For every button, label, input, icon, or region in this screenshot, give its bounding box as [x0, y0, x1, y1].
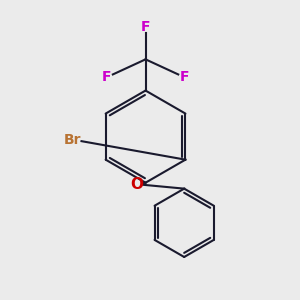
- Text: F: F: [179, 70, 189, 84]
- Text: Br: Br: [64, 133, 82, 147]
- Text: F: F: [141, 20, 150, 34]
- Text: F: F: [102, 70, 112, 84]
- Text: O: O: [130, 177, 143, 192]
